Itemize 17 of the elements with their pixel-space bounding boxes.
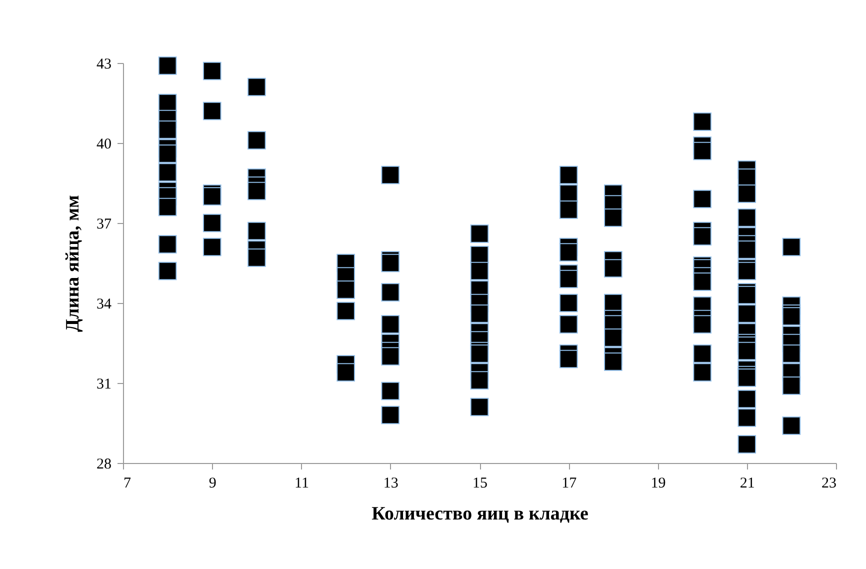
y-tick-label: 37 (96, 216, 112, 232)
x-axis-title: Количество яиц в кладке (372, 504, 588, 524)
x-tick-label: 15 (472, 476, 488, 492)
x-tick-label: 7 (124, 476, 132, 492)
x-tick-label: 21 (740, 476, 755, 492)
y-tick-label: 34 (96, 296, 112, 312)
y-tick-label: 31 (96, 376, 112, 392)
x-tick-label: 19 (650, 476, 666, 492)
x-tick-label: 17 (562, 476, 578, 492)
x-tick-label: 23 (822, 476, 836, 492)
y-tick-label: 43 (96, 56, 112, 72)
y-tick-label: 28 (96, 456, 112, 472)
y-tick-label: 40 (96, 136, 112, 152)
x-tick-label: 9 (208, 476, 216, 492)
x-tick-label: 11 (294, 476, 309, 492)
x-tick-label: 13 (383, 476, 398, 492)
y-axis-title: Длина яйца, мм (62, 194, 84, 332)
